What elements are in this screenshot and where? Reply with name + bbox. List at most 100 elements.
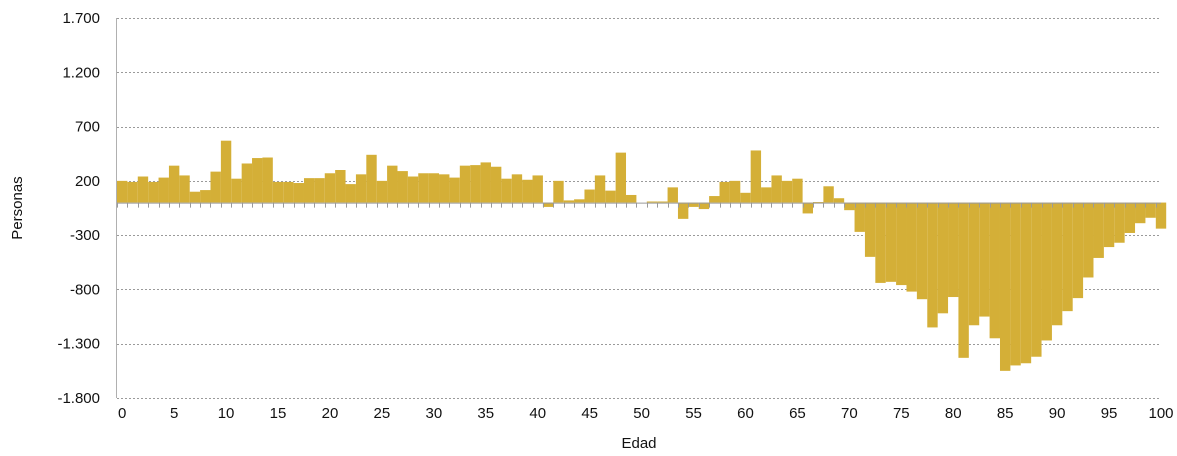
x-tick-label: 90 (1049, 405, 1066, 422)
bar (439, 174, 450, 203)
bar (958, 202, 969, 358)
x-tick-label: 35 (477, 405, 494, 422)
x-tick-label: 0 (118, 405, 126, 422)
bar (677, 202, 689, 219)
y-tick-label: 1.200 (62, 64, 100, 81)
bar (709, 196, 720, 203)
bar (698, 202, 710, 210)
bar (761, 187, 772, 203)
bar (1062, 202, 1073, 312)
x-tick-label: 100 (1148, 405, 1173, 422)
y-tick-label: 200 (75, 173, 100, 190)
bar (896, 202, 907, 286)
bar (428, 173, 440, 203)
bar (511, 174, 523, 203)
y-tick-label: -1.300 (57, 336, 100, 353)
bar (823, 186, 834, 203)
bar (1051, 202, 1063, 326)
bar (792, 178, 803, 203)
x-tick-label: 30 (425, 405, 442, 422)
bar (231, 178, 242, 203)
bar (781, 180, 793, 203)
bar (1103, 202, 1115, 248)
x-axis-title: Edad (621, 435, 656, 452)
x-tick-label: 50 (633, 405, 650, 422)
bar (303, 178, 315, 203)
x-tick-label: 70 (841, 405, 858, 422)
bar (117, 180, 128, 203)
x-axis-ticks: 0 5 10 15 20 25 30 35 40 45 50 55 60 65 70 75 80 85 90 95 10… (117, 202, 1174, 422)
bar (885, 202, 897, 282)
x-tick-label: 60 (737, 405, 754, 422)
bar (470, 165, 481, 203)
bar (750, 150, 762, 203)
bar (605, 190, 616, 203)
bar (833, 198, 845, 203)
x-tick-label: 40 (529, 405, 546, 422)
bar (968, 202, 980, 326)
bar (729, 180, 741, 203)
bar (355, 174, 367, 203)
bar (480, 162, 491, 203)
bar (584, 189, 595, 203)
x-tick-label: 75 (893, 405, 910, 422)
bar (252, 158, 263, 203)
bar (345, 184, 356, 203)
y-tick-label: 700 (75, 119, 100, 136)
gridlines (117, 18, 1161, 399)
bar (127, 181, 138, 203)
bar (927, 202, 938, 328)
x-tick-label: 10 (218, 405, 235, 422)
bar (542, 202, 554, 207)
bar (148, 181, 159, 203)
bar (490, 166, 502, 203)
bar (283, 181, 294, 203)
bar (1145, 202, 1156, 218)
x-tick-label: 95 (1101, 405, 1118, 422)
bar (407, 176, 419, 203)
x-tick-label: 20 (322, 405, 339, 422)
bar (563, 200, 575, 203)
bar (802, 202, 813, 214)
bar (875, 202, 886, 283)
bar (293, 183, 304, 203)
bar (1093, 202, 1104, 258)
bar (1072, 202, 1084, 299)
bar (989, 202, 1000, 339)
bar (813, 202, 824, 203)
bar (397, 171, 408, 203)
x-tick-label: 65 (789, 405, 806, 422)
bar (688, 202, 699, 207)
bar (262, 157, 273, 203)
bar (916, 202, 928, 300)
bar (1010, 202, 1021, 366)
y-axis-title: Personas (9, 176, 26, 239)
bar (272, 181, 284, 203)
bar (574, 199, 585, 203)
bar (168, 165, 180, 203)
bar (553, 180, 564, 203)
bar (906, 202, 917, 292)
bar (324, 173, 336, 203)
bar (532, 175, 543, 203)
bar (376, 180, 388, 203)
bar (522, 179, 533, 203)
bar (864, 202, 876, 257)
bar (657, 201, 668, 203)
bars (117, 140, 1167, 371)
bar (719, 181, 730, 203)
bar (594, 175, 606, 203)
bar (937, 202, 949, 314)
bar (999, 202, 1011, 371)
bar (137, 176, 149, 203)
bar (210, 171, 221, 203)
bar (200, 190, 211, 203)
bar (854, 202, 865, 232)
bar (667, 187, 678, 203)
x-tick-label: 80 (945, 405, 962, 422)
y-tick-label: 1.700 (62, 10, 100, 27)
bar (615, 152, 627, 203)
y-tick-label: -800 (70, 281, 100, 298)
y-tick-label: -1.800 (57, 390, 100, 407)
